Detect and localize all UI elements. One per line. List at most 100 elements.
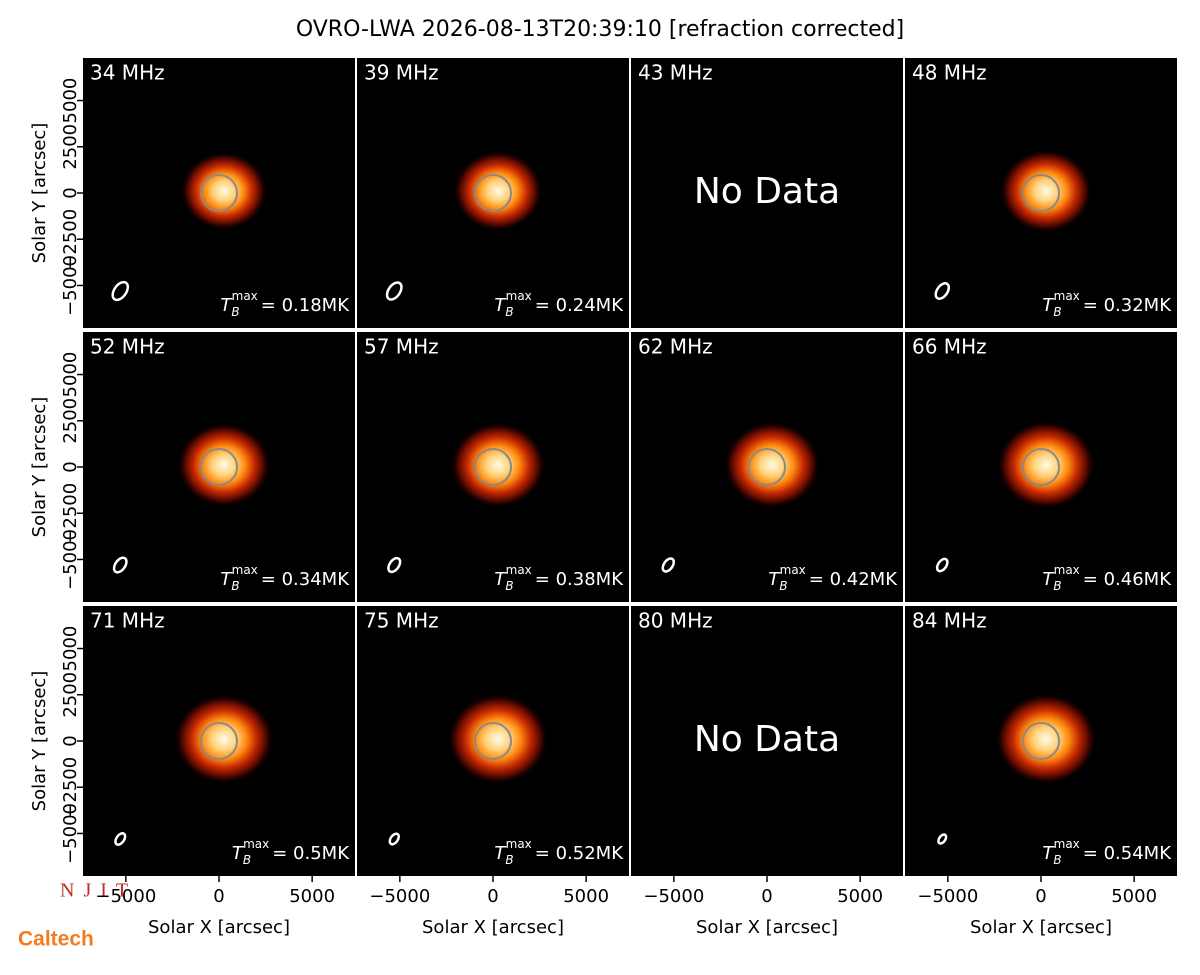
tb-symbol: T (220, 295, 233, 316)
panel: TBmax = 0.18MK 34 MHz (83, 58, 355, 328)
emission (723, 421, 821, 509)
frequency-label: 62 MHz (638, 335, 713, 359)
tb-value: = 0.54MK (1083, 843, 1172, 864)
panel: TBmax = 0.32MK 48 MHz (905, 58, 1177, 328)
panel-background (631, 58, 903, 328)
tb-symbol: T (1042, 843, 1055, 864)
frequency-label: 34 MHz (90, 61, 165, 85)
tb-symbol: T (1042, 569, 1055, 590)
tb-symbol: T (232, 843, 245, 864)
beam (935, 557, 949, 573)
y-tick-label: 2500 (60, 672, 81, 718)
tb-value: = 0.24MK (535, 295, 624, 316)
tb-superscript: max (1054, 563, 1080, 577)
x-axis-label: Solar X [arcsec] (970, 917, 1112, 938)
solar-disk (474, 448, 512, 486)
x-axis-label: Solar X [arcsec] (696, 917, 838, 938)
x-tick-label: 0 (487, 886, 498, 907)
y-tick-label: 0 (60, 461, 81, 472)
solar-disk (1022, 174, 1060, 212)
tb-subscript: B (505, 853, 513, 867)
tb-subscript: B (505, 305, 513, 319)
solar-disk (748, 448, 786, 486)
x-tick-label: 0 (761, 886, 772, 907)
frequency-label: 75 MHz (364, 609, 439, 633)
tb-superscript: max (506, 289, 532, 303)
tb-max-label: TBmax = 0.38MK (494, 563, 624, 593)
solar-disk (200, 722, 238, 760)
tb-value: = 0.42MK (809, 569, 898, 590)
emission (180, 151, 268, 231)
tb-value: = 0.18MK (261, 295, 350, 316)
tb-max-label: TBmax = 0.18MK (220, 289, 350, 319)
panel: TBmax = 0.54MK 84 MHz (905, 606, 1177, 876)
solar-disk (474, 722, 512, 760)
x-tick-label: 5000 (563, 886, 609, 907)
tb-subscript: B (243, 853, 251, 867)
y-tick-label: 2500 (60, 398, 81, 444)
x-tick-label: −5000 (917, 886, 978, 907)
beam (111, 280, 130, 302)
chart-title: OVRO-LWA 2026-08-13T20:39:10 [refraction… (296, 17, 904, 42)
beam (114, 832, 127, 846)
x-tick-label: −5000 (643, 886, 704, 907)
tb-value: = 0.34MK (261, 569, 350, 590)
x-tick-label: 5000 (289, 886, 335, 907)
tb-superscript: max (232, 563, 258, 577)
panel: TBmax = 0.42MK 62 MHz (631, 332, 903, 602)
tb-subscript: B (1053, 579, 1061, 593)
tb-superscript: max (232, 289, 258, 303)
panel: No Data 43 MHz (631, 58, 903, 328)
logo: NJIT (60, 880, 137, 902)
y-axis-label: Solar Y [arcsec] (29, 123, 50, 264)
tb-superscript: max (780, 563, 806, 577)
tb-symbol: T (494, 843, 507, 864)
solar-disk (1022, 722, 1060, 760)
panel: TBmax = 0.24MK 39 MHz (357, 58, 629, 328)
panel: TBmax = 0.5MK 71 MHz (83, 606, 355, 876)
tb-superscript: max (506, 837, 532, 851)
y-tick-label: 5000 (60, 626, 81, 672)
tb-max-label: TBmax = 0.24MK (494, 289, 624, 319)
y-tick-label: −2500 (60, 209, 81, 270)
y-tick-label: 5000 (60, 78, 81, 124)
tb-max-label: TBmax = 0.5MK (232, 837, 350, 867)
tb-max-label: TBmax = 0.52MK (494, 837, 624, 867)
solar-disk (200, 448, 238, 486)
x-tick-label: −5000 (369, 886, 430, 907)
frequency-label: 71 MHz (90, 609, 165, 633)
x-tick-label: 5000 (837, 886, 883, 907)
panel: TBmax = 0.38MK 57 MHz (357, 332, 629, 602)
tb-value: = 0.52MK (535, 843, 624, 864)
solar-disk (200, 174, 238, 212)
frequency-label: 48 MHz (912, 61, 987, 85)
tb-subscript: B (231, 305, 239, 319)
solar-disk (474, 174, 512, 212)
frequency-label: 80 MHz (638, 609, 713, 633)
y-tick-label: −5000 (60, 529, 81, 590)
beam (385, 281, 403, 301)
beam (112, 556, 128, 574)
emission (174, 694, 274, 784)
x-tick-label: 0 (1035, 886, 1046, 907)
frequency-label: 66 MHz (912, 335, 987, 359)
y-tick-label: −2500 (60, 483, 81, 544)
y-tick-label: 2500 (60, 124, 81, 170)
tb-max-label: TBmax = 0.46MK (1042, 563, 1172, 593)
frequency-label: 84 MHz (912, 609, 987, 633)
tb-max-label: TBmax = 0.42MK (768, 563, 898, 593)
logo: Caltech (18, 928, 94, 951)
tb-subscript: B (779, 579, 787, 593)
tb-value: = 0.46MK (1083, 569, 1172, 590)
y-tick-label: −2500 (60, 757, 81, 818)
no-data-label: No Data (694, 719, 840, 760)
emission (177, 422, 271, 508)
tb-symbol: T (1042, 295, 1055, 316)
y-axis-label: Solar Y [arcsec] (29, 671, 50, 812)
panel: TBmax = 0.46MK 66 MHz (905, 332, 1177, 602)
tb-value: = 0.38MK (535, 569, 624, 590)
tb-value: = 0.5MK (272, 843, 350, 864)
frequency-label: 52 MHz (90, 335, 165, 359)
beam (388, 832, 401, 846)
